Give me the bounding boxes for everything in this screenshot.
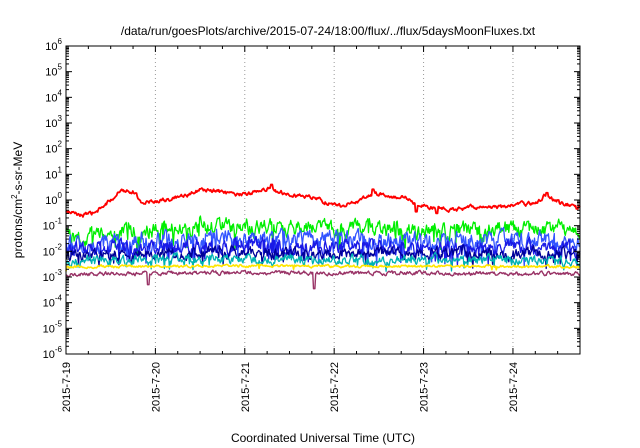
plot-frame xyxy=(65,45,581,355)
chart-title: /data/run/goesPlots/archive/2015-07-24/1… xyxy=(121,24,536,38)
x-grid xyxy=(154,46,514,354)
y-tick-label: 103 xyxy=(45,114,62,130)
x-tick-label: 2015-7-22 xyxy=(329,362,341,412)
y-tick-label: 10-5 xyxy=(43,319,63,335)
series-lines xyxy=(65,183,581,290)
x-tick-label: 2015-7-23 xyxy=(419,362,431,412)
x-axis: 2015-7-19 2015-7-20 2015-7-21 2015-7-22 2015… xyxy=(61,46,559,412)
x-tick-label: 2015-7-24 xyxy=(508,362,520,412)
y-tick-label: 10-3 xyxy=(43,268,63,284)
x-tick-label: 2015-7-20 xyxy=(150,362,162,412)
y-tick-label: 106 xyxy=(45,37,62,53)
y-tick-label: 100 xyxy=(45,191,62,207)
series-line-5 xyxy=(65,244,581,270)
series-line-6 xyxy=(65,251,581,272)
y-tick-label: 10-2 xyxy=(43,242,63,258)
y-tick-label: 10-1 xyxy=(43,217,63,233)
series-line-2 xyxy=(65,215,581,257)
x-tick-label: 2015-7-19 xyxy=(61,362,73,412)
series-line-7 xyxy=(65,263,581,272)
y-axis-label: protons/cm2-s-sr-MeV xyxy=(10,142,25,258)
series-line-3 xyxy=(65,226,581,268)
series-line-1 xyxy=(65,183,581,218)
x-axis-label: Coordinated Universal Time (UTC) xyxy=(231,431,415,445)
x-tick-label: 2015-7-21 xyxy=(240,362,252,412)
y-axis: 10-6 10-5 10-4 10-3 10-2 10-1 100 101 102 103 104 1… xyxy=(43,37,580,361)
y-tick-label: 10-6 xyxy=(43,345,63,361)
y-tick-label: 104 xyxy=(45,88,62,104)
y-tick-label: 105 xyxy=(45,63,62,79)
y-tick-label: 102 xyxy=(45,140,62,156)
series-line-8 xyxy=(65,269,581,290)
y-tick-label: 101 xyxy=(45,165,62,181)
y-tick-label: 10-4 xyxy=(43,294,63,310)
